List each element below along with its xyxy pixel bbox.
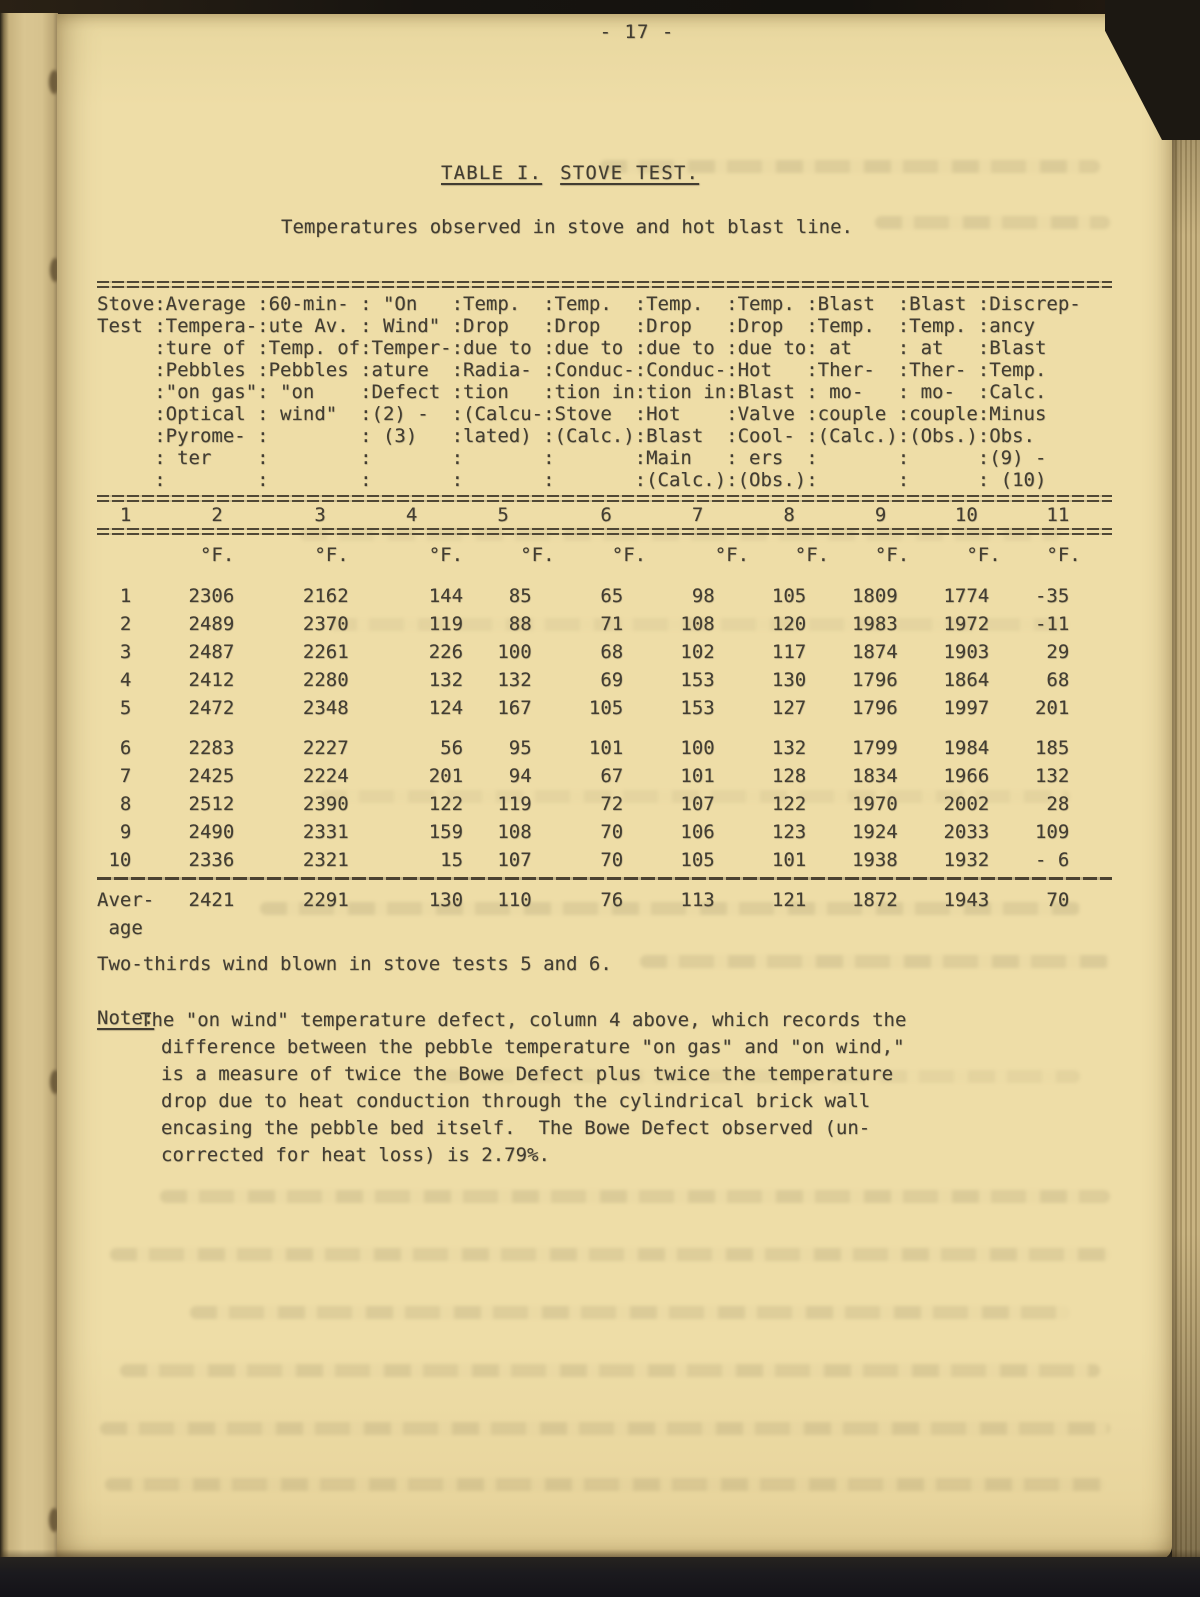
bleedthrough-artifact [105,1478,1105,1491]
table-title: TABLE I. STOVE TEST. [441,162,699,184]
page-stack-right-shade [1172,55,1200,1565]
footnote-wind-blown: Two-thirds wind blown in stove tests 5 a… [97,953,612,975]
table-row-10: 10 2336 2321 15 107 70 105 101 1938 1932… [97,849,1127,871]
average-row: Aver- 2421 2291 130 110 76 113 121 1872 … [97,889,1127,911]
table-header: Stove:Average :60-min- : "On :Temp. :Tem… [97,293,1112,491]
table-row-3: 3 2487 2261 226 100 68 102 117 1874 1903… [97,641,1127,663]
table-rule [97,495,1112,502]
binding-notch [49,1508,60,1532]
bleedthrough-artifact [120,1364,1100,1377]
column-numbers-row: 1 2 3 4 5 6 7 8 9 10 11 [97,504,1127,526]
table-header-line-6: :Optical : wind" :(2) - :(Calcu-:Stove :… [97,403,1047,425]
table-header-line-8: : ter : : : : :Main : ers : : :(9) - [97,447,1047,469]
bleedthrough-artifact [640,955,1110,968]
table-row-4: 4 2412 2280 132 132 69 153 130 1796 1864… [97,669,1127,691]
bleedthrough-artifact [190,1306,1070,1319]
stove-test-table: Stove:Average :60-min- : "On :Temp. :Tem… [97,281,1112,942]
table-header-line-9: : : : : : :(Calc.):(Obs.): : : (10) [97,469,1047,491]
table-row-5: 5 2472 2348 124 167 105 153 127 1796 199… [97,697,1127,719]
table-header-line-3: :ture of :Temp. of:Temper-:due to :due t… [97,337,1047,359]
page-number: - 17 - [599,21,675,43]
units-row: °F. °F. °F. °F. °F. °F. °F. °F. °F. °F. [97,544,1127,566]
table-title-name: STOVE TEST. [560,162,700,184]
bleedthrough-artifact [600,160,1100,173]
bleedthrough-artifact [875,216,1110,229]
bleedthrough-artifact [320,790,1070,803]
table-header-line-7: :Pyrome- : : (3) :lated) :(Calc.):Blast … [97,425,1035,447]
bleedthrough-artifact [110,1248,1110,1261]
table-rule [97,528,1112,535]
page-stack-left-edge [0,13,58,1560]
note-label: Note: [97,1007,155,1029]
bleedthrough-artifact [440,1070,1080,1083]
table-subtitle: Temperatures observed in stove and hot b… [281,216,853,238]
table-row-1: 1 2306 2162 144 85 65 98 105 1809 1774 -… [97,585,1127,607]
bleedthrough-artifact [260,902,1080,915]
paper: - 17 - TABLE I. STOVE TEST. Temperatures … [57,14,1172,1560]
table-header-line-4: :Pebbles :Pebbles :ature :Radia- :Conduc… [97,359,1047,381]
binding-notch [50,1070,61,1094]
binding-notch [49,70,60,94]
table-rule-top [97,281,1112,288]
table-row-8: 8 2512 2390 122 119 72 107 122 1970 2002… [97,793,1127,815]
table-rows-1-5: 1 2306 2162 144 85 65 98 105 1809 1774 -… [97,582,1112,722]
page-stack-right-edge [1172,55,1200,1565]
average-row-label2: age [97,917,1127,939]
note-body: The "on wind" temperature defect, column… [140,1009,907,1166]
table-row-2: 2 2489 2370 119 88 71 108 120 1983 1972 … [97,613,1127,635]
table-row-6: 6 2283 2227 56 95 101 100 132 1799 1984 … [97,737,1127,759]
table-title-number: TABLE I. [441,162,543,184]
table-row-9: 9 2490 2331 159 108 70 106 123 1924 2033… [97,821,1127,843]
table-header-line-2: Test :Tempera-:ute Av. : Wind" :Drop :Dr… [97,315,1035,337]
bleedthrough-artifact [160,1190,1110,1203]
table-rule-above-average [97,877,1112,880]
binding-notch [50,258,61,282]
table-header-line-1: Stove:Average :60-min- : "On :Temp. :Tem… [97,293,1081,315]
bleedthrough-artifact [100,1422,1110,1435]
table-rows-6-10: 6 2283 2227 56 95 101 100 132 1799 1984 … [97,734,1112,874]
table-header-line-5: :"on gas": "on :Defect :tion :tion in:ti… [97,381,1047,403]
bottom-shadow [0,1549,1200,1559]
book-cover-top-band [0,0,1200,15]
table-row-7: 7 2425 2224 201 94 67 101 128 1834 1966 … [97,765,1127,787]
bleedthrough-artifact [330,618,1070,631]
book-cover-bottom-band [0,1557,1200,1597]
